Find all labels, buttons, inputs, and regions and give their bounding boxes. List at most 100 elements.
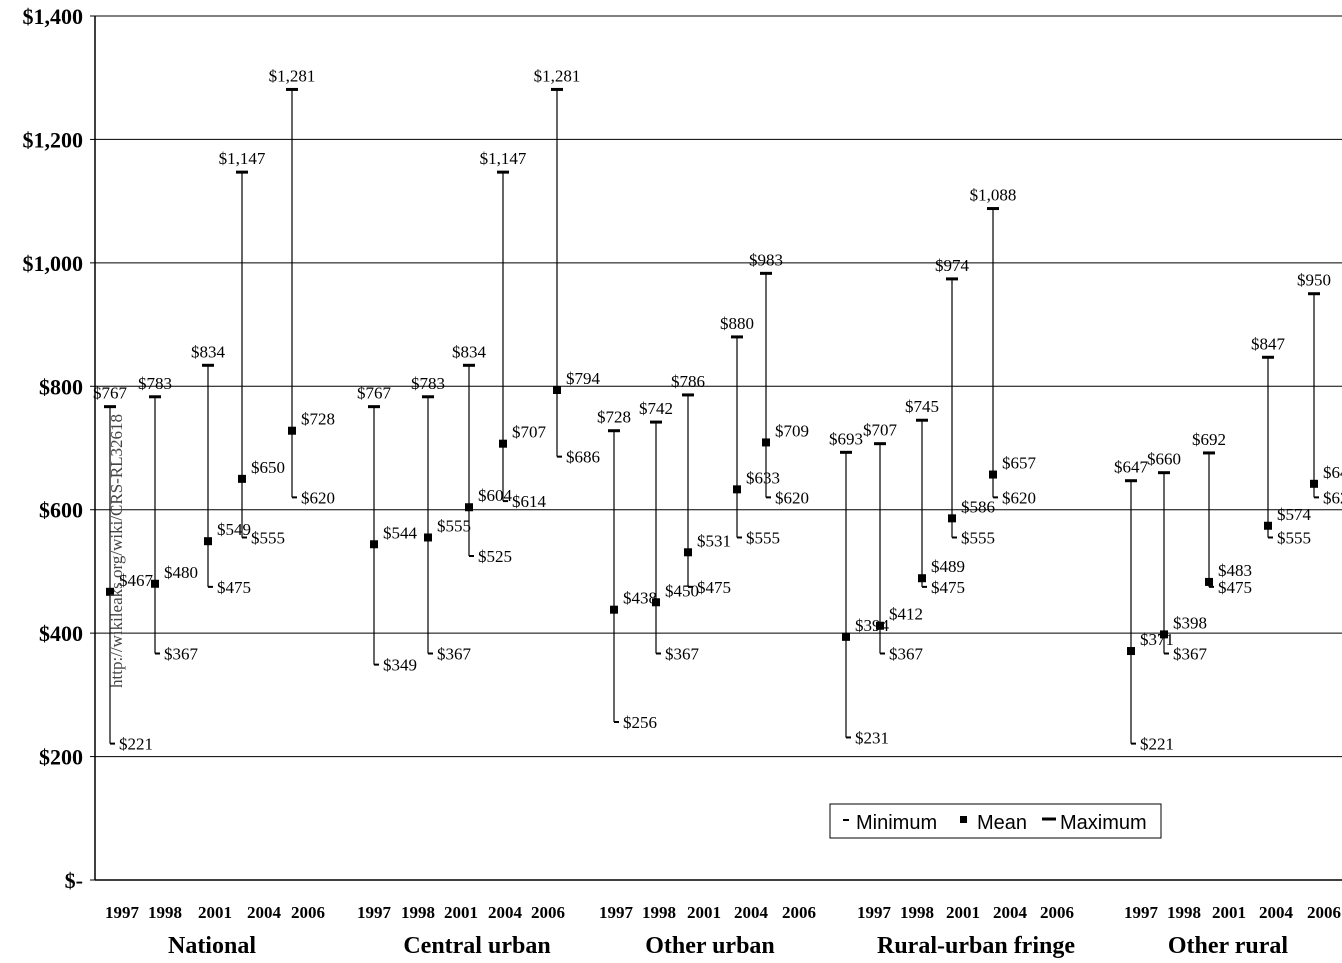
mean-marker [684,548,692,557]
year-label: 2004 [993,903,1028,922]
group-label: Other urban [645,933,775,959]
mean-marker [918,574,926,583]
year-label: 1997 [105,903,140,922]
mean-label: $707 [512,423,547,442]
minimum-label: $367 [1173,645,1208,664]
minimum-label: $231 [855,728,889,747]
minimum-label: $555 [251,528,285,547]
year-label: 2006 [1307,903,1341,922]
minimum-label: $221 [119,735,153,754]
mean-marker [733,485,741,494]
maximum-label: $834 [191,342,226,361]
data-marks [104,87,1320,745]
mean-label: $555 [437,516,471,535]
year-label: 2006 [782,903,816,922]
maximum-label: $847 [1251,334,1286,353]
minimum-label: $367 [889,645,924,664]
maximum-label: $745 [905,397,939,416]
year-label: 1997 [1124,903,1159,922]
x-axis-labels: 1997 1998 2001 2004 2006 National 1997 1998 2001… [105,903,1341,959]
mean-label: $794 [566,369,601,388]
maximum-label: $1,147 [219,149,266,168]
year-label: 2001 [687,903,721,922]
year-label: 2001 [198,903,232,922]
year-label: 1997 [857,903,892,922]
mean-marker [370,540,378,549]
year-label: 1998 [148,903,182,922]
y-tick-label: $200 [39,745,83,770]
minimum-label: $367 [164,645,199,664]
legend: Minimum Mean Maximum [829,803,1162,839]
maximum-label: $767 [357,384,392,403]
year-label: 2006 [291,903,325,922]
mean-label: $586 [961,497,995,516]
year-label: 1997 [599,903,634,922]
maximum-label: $707 [863,421,898,440]
watermark: http://wikileaks.org/wiki/CRS-RL32618 [107,414,126,688]
maximum-label: $974 [935,256,970,275]
minimum-label: $620 [301,488,335,507]
group-label: National [168,933,256,959]
maximum-label: $728 [597,408,631,427]
year-label: 2006 [1040,903,1074,922]
mean-label: $633 [746,468,780,487]
minimum-label: $367 [665,645,700,664]
legend-mean-label: Mean [977,812,1027,834]
gridlines [95,15,1342,758]
minimum-label: $686 [566,448,600,467]
mean-marker [1160,630,1168,639]
group-label: Central urban [403,933,550,959]
maximum-label: $983 [749,250,783,269]
mean-marker [204,537,212,546]
legend-maximum-label: Maximum [1060,812,1147,834]
minimum-label: $614 [512,492,547,511]
mean-marker [465,503,473,512]
y-tick-label: $800 [39,374,83,399]
minimum-label: $367 [437,645,472,664]
mean-marker [876,621,884,630]
minimum-label: $555 [961,528,995,547]
mean-label: $604 [478,486,513,505]
minimum-label: $475 [217,578,251,597]
minimum-label: $620 [1323,488,1342,507]
year-label: 2004 [247,903,282,922]
maximum-label: $1,281 [534,66,581,85]
y-tick-label: $1,400 [23,4,84,29]
mean-label: $398 [1173,613,1207,632]
mean-label: $438 [623,589,657,608]
mean-label: $480 [164,563,198,582]
maximum-label: $1,147 [480,149,527,168]
mean-label: $394 [855,616,890,635]
y-tick-label: $- [65,868,83,893]
y-tick-label: $600 [39,498,83,523]
mean-marker [1205,577,1213,586]
maximum-label: $786 [671,372,705,391]
year-label: 2001 [1212,903,1246,922]
mean-label: $650 [251,458,285,477]
maximum-label: $647 [1114,458,1149,477]
maximum-label: $1,281 [269,66,316,85]
mean-label: $371 [1140,630,1174,649]
minimum-label: $475 [1218,578,1252,597]
year-label: 2004 [488,903,523,922]
year-label: 2004 [734,903,769,922]
group-label: Rural-urban fringe [877,933,1075,959]
mean-label: $531 [697,531,731,550]
y-tick-label: $400 [39,621,83,646]
minimum-label: $221 [1140,735,1174,754]
maximum-label: $783 [138,374,172,393]
maximum-label: $742 [639,399,673,418]
mean-marker [762,438,770,447]
mean-label: $709 [775,421,809,440]
mean-marker [424,533,432,542]
minimum-label: $620 [1002,488,1036,507]
mean-label: $412 [889,605,923,624]
mean-marker [553,385,561,394]
maximum-label: $660 [1147,450,1181,469]
minimum-label: $349 [383,656,417,675]
mean-marker [610,605,618,614]
legend-box [829,803,1162,839]
mean-label: $657 [1002,454,1037,473]
mean-label: $467 [119,571,154,590]
year-label: 2004 [1259,903,1294,922]
